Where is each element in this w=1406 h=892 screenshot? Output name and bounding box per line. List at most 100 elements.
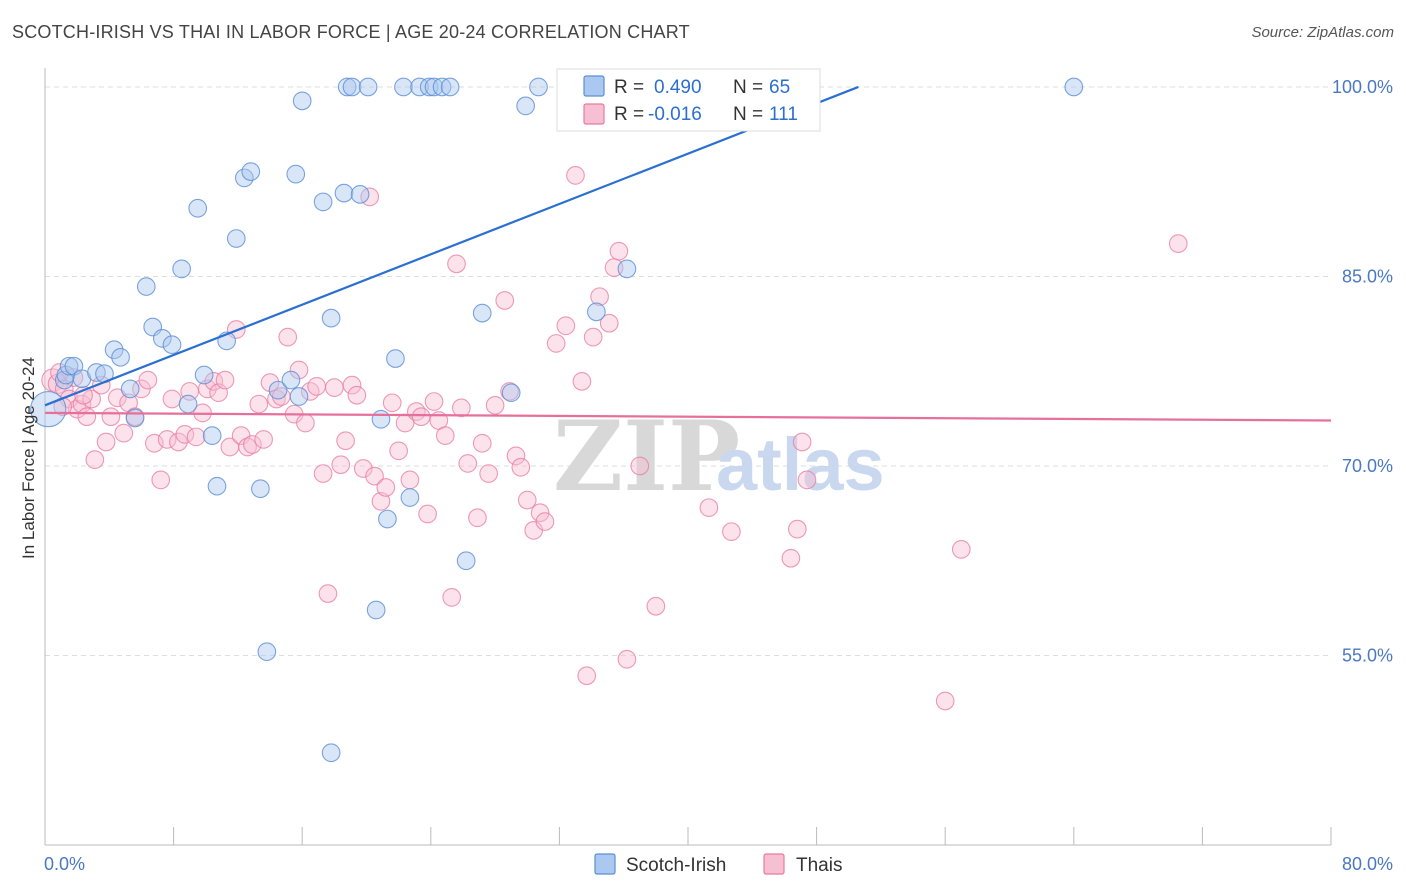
thais-point (781, 548, 801, 568)
scotch-irish-point (194, 365, 214, 385)
scotch-irish-point (251, 479, 270, 499)
scotch-irish-point (286, 164, 306, 184)
thais-point (511, 457, 531, 477)
scotch-irish-point (281, 370, 301, 390)
thais-point (101, 407, 121, 427)
scotch-irish-point (111, 347, 130, 367)
thais-point (485, 395, 505, 415)
scotch-irish-point (358, 77, 378, 97)
thais-point (260, 373, 280, 392)
thais-point (138, 370, 158, 390)
thais-point (77, 407, 97, 427)
scotch-irish-point (587, 302, 606, 322)
x-tick-label-min: 0.0% (44, 854, 85, 874)
watermark-zip: ZIP (553, 400, 740, 513)
scotch-irish-point (337, 77, 357, 97)
thais-point (787, 519, 807, 539)
thais-point (609, 241, 629, 261)
thais-point (313, 464, 333, 483)
thais-point (699, 498, 719, 518)
scotch-irish-point (178, 394, 198, 414)
scotch-irish-point (120, 379, 140, 399)
scotch-irish-point (472, 303, 492, 323)
legend-swatch-blue (583, 75, 605, 97)
thais-point (797, 470, 817, 490)
thais-point (371, 492, 391, 511)
scotch-irish-point (257, 642, 277, 662)
thais-point (566, 166, 585, 185)
scotch-irish-point (378, 509, 397, 529)
scotch-irish-point (162, 335, 182, 355)
scotch-irish-point (516, 96, 535, 116)
series-legend-label-scotch-irish: Scotch-Irish (626, 855, 726, 876)
scotch-irish-point (202, 426, 222, 446)
scotch-irish-point (59, 356, 79, 376)
thais-point (458, 454, 478, 473)
scotch-irish-point (529, 77, 548, 97)
thais-point (424, 392, 444, 411)
series-legend-label-thais: Thais (796, 855, 842, 876)
scotch-irish-point (104, 340, 124, 360)
watermark: ZIP atlas (553, 400, 885, 513)
thais-point (479, 464, 499, 483)
thais-point (590, 287, 609, 307)
thais-point (254, 430, 273, 449)
scotch-irish-point (432, 77, 452, 97)
thais-point (577, 666, 597, 686)
thais-point (546, 334, 566, 353)
series-legend-swatch-scotch-irish (594, 853, 616, 875)
scotch-irish-point (371, 409, 391, 429)
thais-point (318, 584, 338, 603)
scotch-irish-point (617, 259, 637, 279)
thais-point (630, 456, 650, 476)
thais-point (556, 316, 576, 336)
scotch-irish-point (501, 383, 521, 403)
thais-point (342, 375, 362, 395)
scotch-irish-point (350, 184, 370, 204)
source-credit: Source: ZipAtlas.com (1251, 24, 1394, 41)
legend-n-value-1: 65 (769, 77, 790, 98)
scotch-irish-point (394, 77, 413, 97)
x-tick-label-max: 80.0% (1342, 854, 1393, 874)
stats-legend: R = 0.490 N = 65 R = -0.016 N = 111 (556, 68, 821, 132)
scotch-irish-point (410, 77, 429, 97)
thais-point (506, 446, 526, 466)
scotch-irish-point (136, 277, 156, 296)
scotch-irish-point (440, 77, 460, 97)
scotch-irish-point (313, 192, 333, 212)
thais-point (442, 588, 462, 607)
scotch-irish-trend-line (44, 85, 859, 407)
thais-point (599, 313, 619, 333)
scotch-irish-point (226, 229, 246, 248)
thais-point (389, 441, 409, 461)
scotch-irish-point (1064, 77, 1084, 97)
thais-point (347, 385, 367, 405)
series-legend-swatch-thais (763, 853, 785, 875)
thais-point (951, 540, 971, 559)
legend-r-label-2: R = (614, 104, 644, 125)
thais-point (447, 254, 466, 274)
thais-point (300, 382, 320, 401)
scotch-irish-point (125, 408, 145, 428)
scotch-irish-point (152, 329, 172, 348)
legend-r-label-1: R = (614, 77, 644, 98)
scotch-irish-point (424, 77, 444, 97)
x-axis-ticks (44, 827, 1332, 845)
y-axis-label: In Labor Force | Age 20-24 (19, 357, 38, 559)
thais-point (722, 522, 741, 542)
scotch-irish-point (188, 198, 208, 218)
thais-point (215, 370, 235, 390)
legend-r-value-1: 0.490 (654, 77, 702, 98)
scotch-irish-point (268, 380, 288, 400)
thais-point (418, 504, 437, 524)
legend-n-label-2: N = (733, 104, 763, 125)
legend-n-value-2: 111 (769, 104, 798, 125)
scotch-irish-point (386, 349, 405, 368)
legend-r-value-2: -0.016 (648, 104, 702, 125)
thais-point (411, 407, 431, 427)
y-tick-labels: 55.0% 70.0% 85.0% 100.0% (1332, 77, 1393, 666)
scotch-irish-point (241, 162, 261, 181)
scotch-irish-point (456, 551, 476, 571)
thais-point (646, 596, 666, 616)
